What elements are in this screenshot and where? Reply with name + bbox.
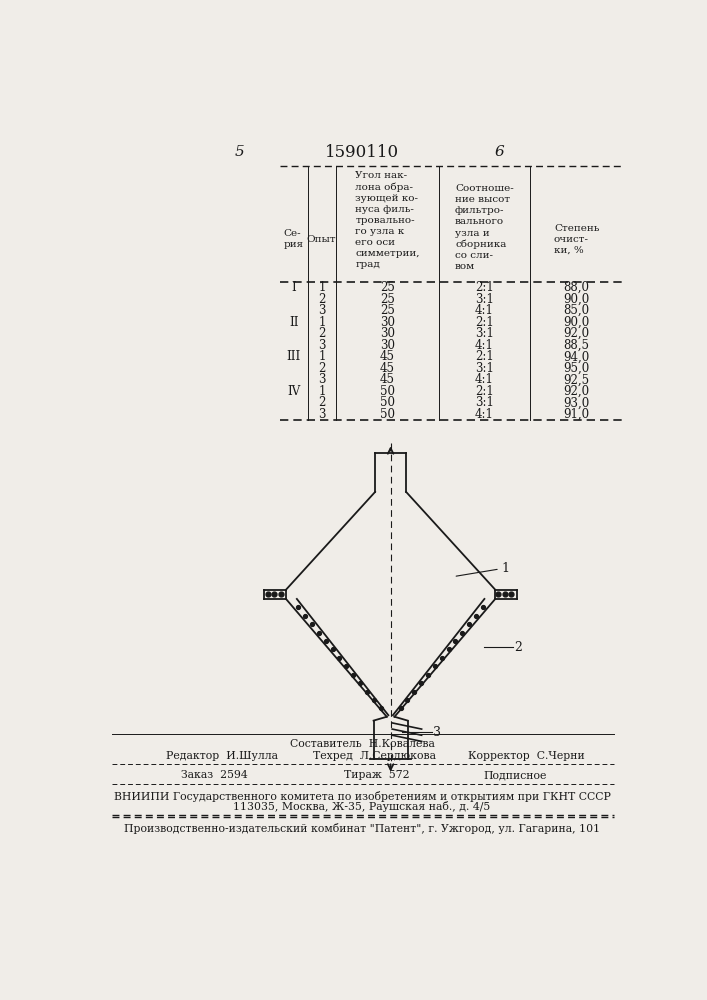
Text: 2:1: 2:1: [475, 316, 493, 329]
Text: Корректор  С.Черни: Корректор С.Черни: [468, 751, 585, 761]
Text: Производственно-издательский комбинат "Патент", г. Ужгород, ул. Гагарина, 101: Производственно-издательский комбинат "П…: [124, 823, 600, 834]
Text: 1: 1: [318, 385, 326, 398]
Text: 30: 30: [380, 339, 395, 352]
Text: 85,0: 85,0: [563, 304, 590, 317]
Text: 1: 1: [318, 316, 326, 329]
Text: Составитель  Н.Ковалева: Составитель Н.Ковалева: [289, 739, 434, 749]
Text: 1: 1: [318, 281, 326, 294]
Text: 3:1: 3:1: [475, 293, 493, 306]
Text: 3: 3: [318, 373, 326, 386]
Text: III: III: [286, 350, 301, 363]
Text: 3:1: 3:1: [475, 396, 493, 409]
Text: 2:1: 2:1: [475, 350, 493, 363]
Text: ВНИИПИ Государственного комитета по изобретениям и открытиям при ГКНТ СССР: ВНИИПИ Государственного комитета по изоб…: [114, 791, 610, 802]
Text: 4:1: 4:1: [475, 373, 493, 386]
Text: 95,0: 95,0: [563, 362, 590, 375]
Text: Степень
очист-
ки, %: Степень очист- ки, %: [554, 224, 600, 255]
Text: 4:1: 4:1: [475, 339, 493, 352]
Text: 1: 1: [501, 562, 510, 575]
Text: 50: 50: [380, 408, 395, 421]
Text: 1: 1: [318, 350, 326, 363]
Text: 50: 50: [380, 385, 395, 398]
Text: 3: 3: [318, 408, 326, 421]
Text: 25: 25: [380, 293, 395, 306]
Text: 2: 2: [318, 293, 326, 306]
Text: 2: 2: [515, 641, 522, 654]
Text: 5: 5: [235, 145, 245, 159]
Text: Заказ  2594: Заказ 2594: [182, 770, 248, 780]
Text: 3:1: 3:1: [475, 327, 493, 340]
Text: 3:1: 3:1: [475, 362, 493, 375]
Text: 45: 45: [380, 362, 395, 375]
Text: 90,0: 90,0: [563, 316, 590, 329]
Text: 4:1: 4:1: [475, 408, 493, 421]
Text: 2: 2: [318, 396, 326, 409]
Text: 1590110: 1590110: [325, 144, 399, 161]
Text: 94,0: 94,0: [563, 350, 590, 363]
Text: 30: 30: [380, 316, 395, 329]
Text: 88,0: 88,0: [563, 281, 590, 294]
Text: 88,5: 88,5: [563, 339, 590, 352]
Text: 25: 25: [380, 304, 395, 317]
Text: 3: 3: [318, 339, 326, 352]
Text: 2: 2: [318, 362, 326, 375]
Text: 50: 50: [380, 396, 395, 409]
Text: II: II: [289, 316, 298, 329]
Text: 30: 30: [380, 327, 395, 340]
Text: 4:1: 4:1: [475, 304, 493, 317]
Text: 93,0: 93,0: [563, 396, 590, 409]
Text: 45: 45: [380, 350, 395, 363]
Text: 2: 2: [318, 327, 326, 340]
Text: 3: 3: [318, 304, 326, 317]
Text: 6: 6: [494, 145, 504, 159]
Text: 45: 45: [380, 373, 395, 386]
Text: 92,0: 92,0: [563, 385, 590, 398]
Text: Техред  Л.Сердюкова: Техред Л.Сердюкова: [313, 751, 436, 761]
Text: 90,0: 90,0: [563, 293, 590, 306]
Text: 25: 25: [380, 281, 395, 294]
Text: 92,5: 92,5: [563, 373, 590, 386]
Text: 113035, Москва, Ж-35, Раушская наб., д. 4/5: 113035, Москва, Ж-35, Раушская наб., д. …: [233, 801, 491, 812]
Text: 92,0: 92,0: [563, 327, 590, 340]
Text: 2:1: 2:1: [475, 385, 493, 398]
Text: Угол нак-
лона обра-
зующей ко-
нуса филь-
тровально-
го узла к
его оси
симметри: Угол нак- лона обра- зующей ко- нуса фил…: [356, 171, 420, 269]
Text: I: I: [291, 281, 296, 294]
Text: Соотноше-
ние высот
фильтро-
вального
узла и
сборника
со сли-
вом: Соотноше- ние высот фильтро- вального уз…: [455, 184, 514, 271]
Text: IV: IV: [287, 385, 300, 398]
Text: Се-
рия: Се- рия: [284, 229, 304, 249]
Text: Опыт: Опыт: [307, 235, 337, 244]
Text: 3: 3: [433, 726, 441, 739]
Text: 91,0: 91,0: [563, 408, 590, 421]
Text: Подписное: Подписное: [484, 770, 547, 780]
Text: Редактор  И.Шулла: Редактор И.Шулла: [166, 751, 278, 761]
Text: Тираж  572: Тираж 572: [344, 770, 410, 780]
Text: 2:1: 2:1: [475, 281, 493, 294]
